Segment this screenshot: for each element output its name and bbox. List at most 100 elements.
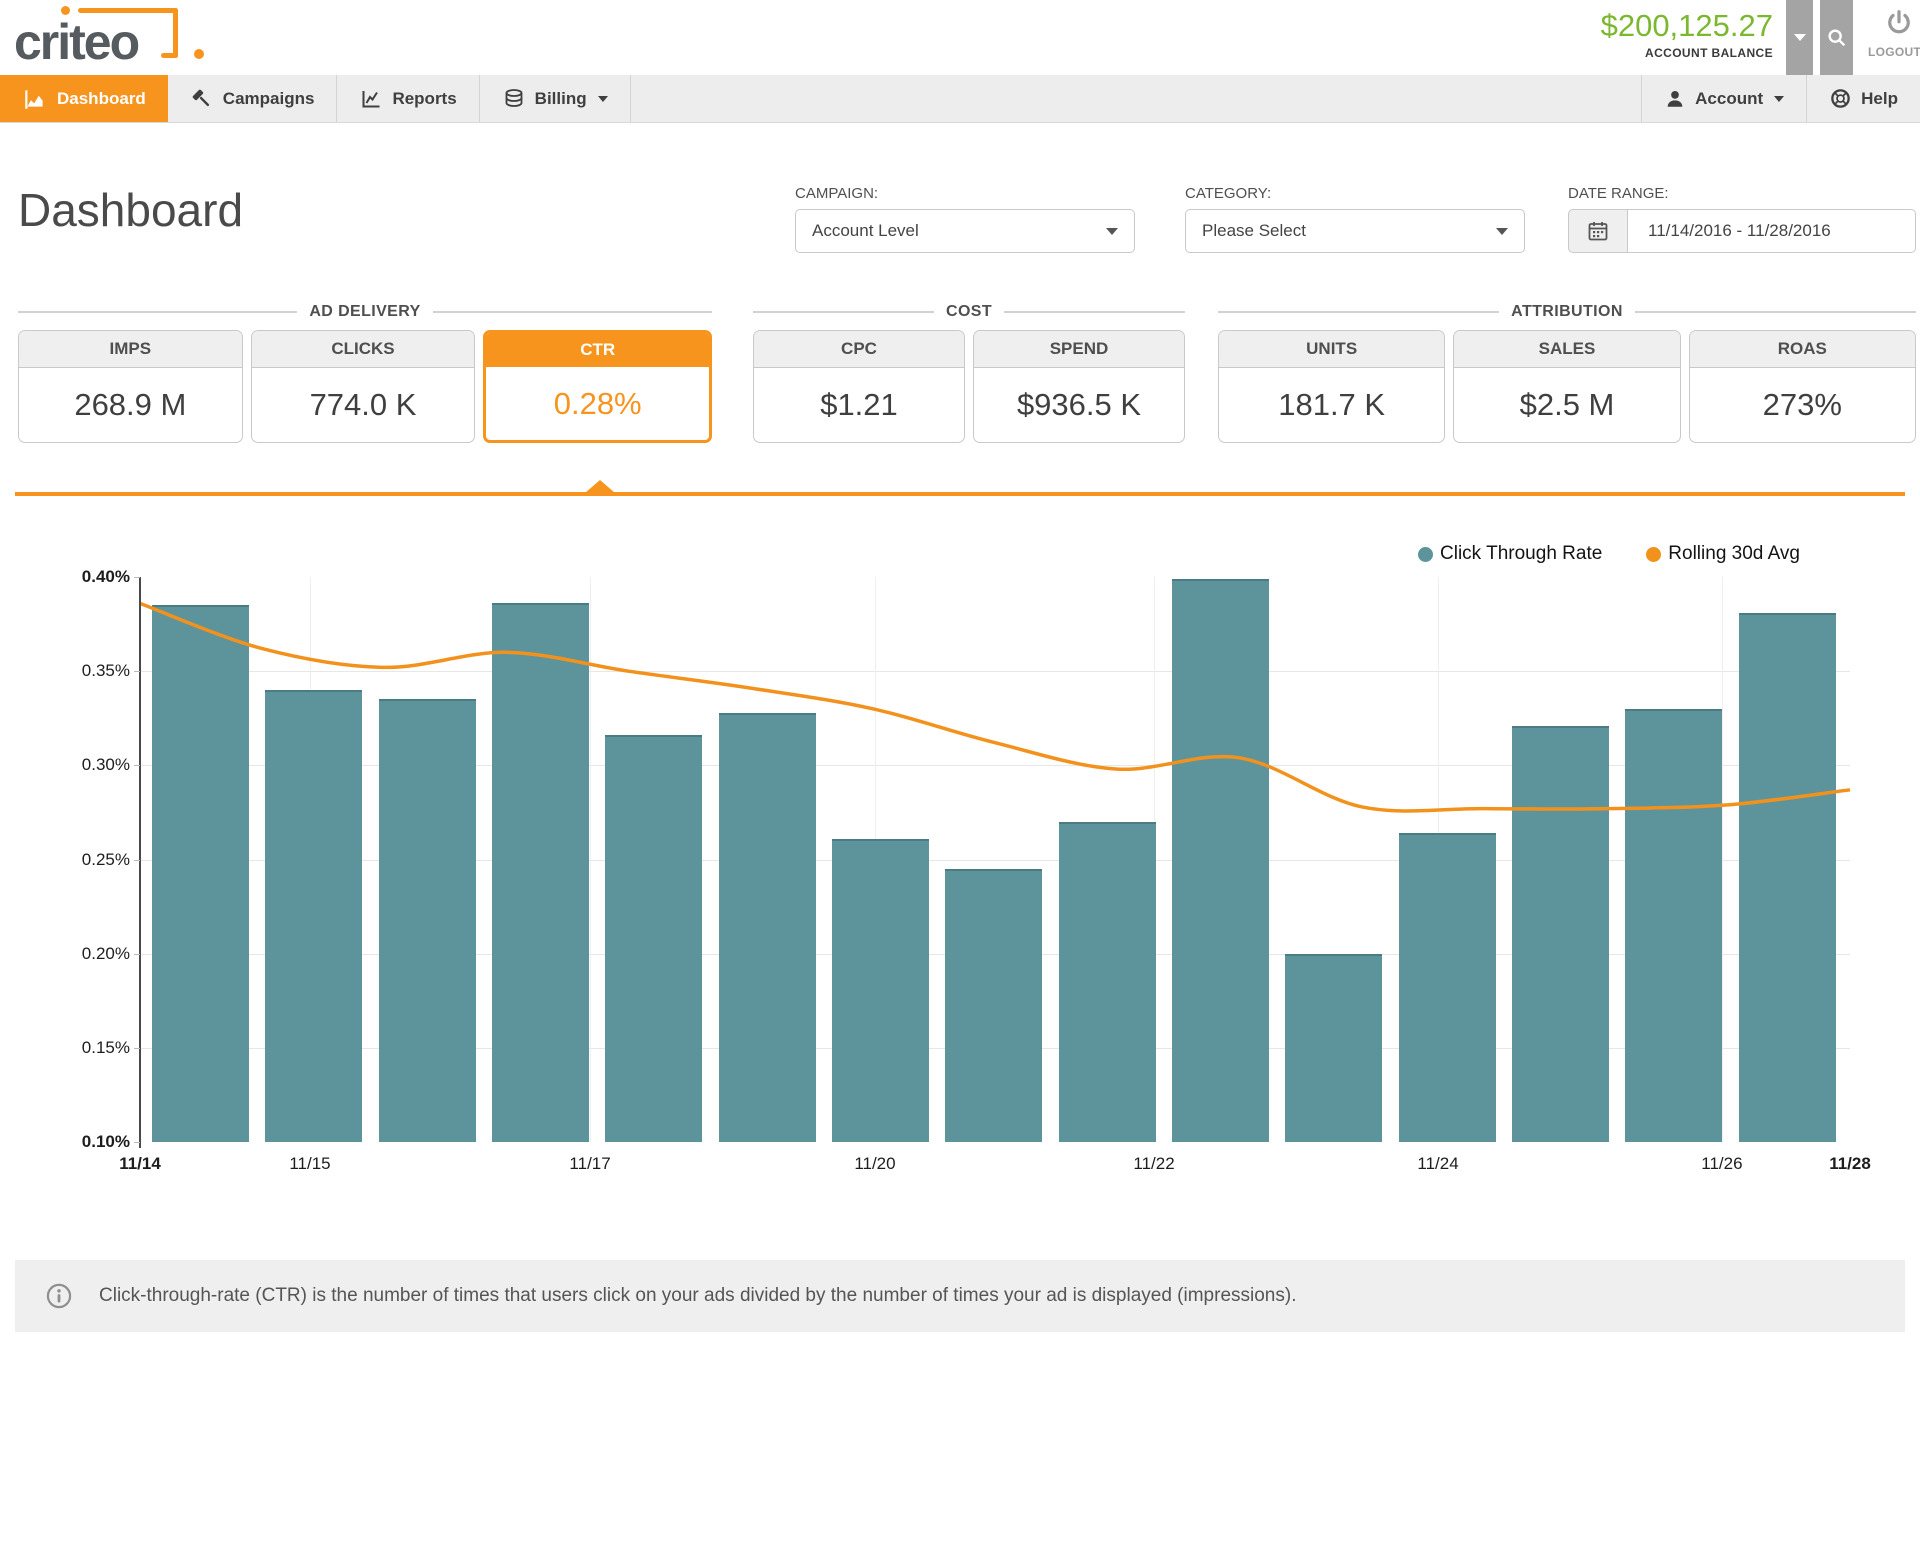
account-balance-label: ACCOUNT BALANCE (1645, 46, 1773, 60)
gavel-icon (192, 89, 209, 106)
x-axis-label: 11/20 (854, 1154, 896, 1173)
campaign-select-value: Account Level (812, 221, 919, 240)
nav-label-help: Help (1861, 88, 1898, 108)
ctr-bar-11/15[interactable] (265, 690, 363, 1142)
nav-item-reports[interactable]: Reports (337, 75, 478, 122)
date-range-filter: DATE RANGE: 11/14/2016 - 11/28/2016 (1568, 185, 1916, 253)
date-range-input[interactable]: 11/14/2016 - 11/28/2016 (1628, 209, 1916, 253)
logout-button[interactable]: LOGOUT (1862, 8, 1920, 59)
metric-card-imps-label: IMPS (19, 331, 242, 368)
rolling-avg-line-layer (139, 601, 1851, 813)
search-button[interactable] (1820, 0, 1853, 75)
category-select-value: Please Select (1202, 221, 1306, 240)
y-axis-label: 0.25% (81, 849, 130, 869)
metric-card-sales[interactable]: SALES $2.5 M (1453, 330, 1681, 443)
chevron-down-icon (1106, 227, 1118, 241)
nav-item-campaigns[interactable]: Campaigns (168, 75, 337, 122)
horizontal-gridline (140, 671, 1850, 673)
line-chart-icon (362, 90, 380, 107)
metric-card-sales-value: $2.5 M (1519, 387, 1615, 422)
ctr-chart-panel: Click Through Rate Rolling 30d Avg 0.40%… (15, 480, 1905, 1260)
selected-card-pointer (585, 480, 615, 493)
balance-dropdown-button[interactable] (1786, 0, 1813, 75)
logout-label: LOGOUT (1868, 45, 1920, 59)
chart-legend: Click Through Rate Rolling 30d Avg (1418, 543, 1800, 565)
nav-label-billing: Billing (534, 88, 587, 108)
panel-accent-line (15, 492, 1905, 496)
nav-item-help[interactable]: Help (1807, 75, 1920, 122)
legend-rolling-30d-avg[interactable]: Rolling 30d Avg (1646, 543, 1800, 565)
metric-card-ctr-selected[interactable]: CTR 0.28% (483, 330, 713, 443)
area-chart-icon (25, 89, 43, 109)
x-axis-label: 11/24 (1417, 1154, 1459, 1173)
y-axis-label: 0.30% (81, 755, 130, 775)
legend-label: Click Through Rate (1440, 543, 1603, 564)
campaign-filter-label: CAMPAIGN: (795, 185, 879, 202)
y-axis-line (139, 577, 141, 1148)
calendar-button[interactable] (1568, 209, 1628, 253)
campaign-select[interactable]: Account Level (795, 209, 1135, 253)
ctr-bar-11/26[interactable] (1512, 725, 1610, 1142)
account-balance-block: $200,125.27 ACCOUNT BALANCE (1601, 9, 1773, 61)
ctr-definition-text: Click-through-rate (CTR) is the number o… (99, 1285, 1297, 1306)
ctr-definition-note: Click-through-rate (CTR) is the number o… (15, 1260, 1905, 1332)
y-axis-tick (134, 953, 140, 955)
plot-area: 0.40% 0.35% 0.30% 0.25% 0.20% 0.15% 0.10% 11/14… (82, 567, 1871, 1173)
search-icon (1827, 28, 1845, 46)
metric-card-imps[interactable]: IMPS 268.9 M (18, 330, 243, 443)
y-axis-tick (134, 765, 140, 767)
metric-card-cpc-label: CPC (754, 331, 964, 368)
ctr-bar-11/23[interactable] (1172, 578, 1270, 1142)
campaign-filter: CAMPAIGN: Account Level (795, 185, 1135, 253)
metric-card-roas[interactable]: ROAS 273% (1688, 330, 1916, 443)
category-select[interactable]: Please Select (1185, 209, 1525, 253)
metric-card-units[interactable]: UNITS 181.7 K (1218, 330, 1446, 443)
y-axis-tick (134, 671, 140, 673)
metric-card-clicks-label: CLICKS (251, 331, 475, 368)
y-axis-label: 0.10% (81, 1132, 130, 1151)
ctr-bar-11/16[interactable] (378, 699, 476, 1142)
ctr-bar-11/27[interactable] (1625, 708, 1723, 1142)
nav-item-dashboard[interactable]: Dashboard (0, 75, 168, 122)
ctr-bar-11/18[interactable] (605, 735, 703, 1142)
power-icon (1888, 10, 1910, 34)
horizontal-gridline (140, 765, 1850, 767)
group-header: AD DELIVERY (18, 303, 713, 321)
legend-click-through-rate[interactable]: Click Through Rate (1418, 543, 1602, 565)
ctr-bar-11/20[interactable] (832, 838, 930, 1142)
user-icon (1667, 90, 1683, 107)
ctr-bar-11/25[interactable] (1398, 833, 1496, 1142)
nav-divider (336, 75, 338, 122)
calendar-icon (1588, 222, 1608, 241)
y-axis-tick (134, 577, 140, 578)
nav-item-billing[interactable]: Billing (480, 75, 630, 122)
metric-card-ctr-value: 0.28% (553, 386, 642, 421)
ctr-bar-11/17[interactable] (492, 603, 590, 1142)
rolling-avg-line (139, 601, 1851, 813)
ctr-bar-11/28[interactable] (1738, 612, 1836, 1142)
nav-item-account[interactable]: Account (1642, 75, 1806, 122)
criteo-logo[interactable]: criteo (14, 5, 244, 70)
ctr-bar-11/14[interactable] (152, 605, 249, 1142)
logo-bracket-side (173, 8, 178, 58)
page-header: Dashboard CAMPAIGN: Account Level CATEGO… (0, 123, 1920, 297)
ctr-bar-11/24[interactable] (1285, 953, 1383, 1142)
top-bar: criteo $200,125.27 ACCOUNT BALANCE L (0, 0, 1920, 75)
metric-card-imps-value: 268.9 M (74, 387, 187, 422)
metric-card-clicks[interactable]: CLICKS 774.0 K (250, 330, 476, 443)
ctr-bar-11/22[interactable] (1058, 821, 1156, 1142)
category-filter: CATEGORY: Please Select (1185, 185, 1525, 253)
metric-group-cost: COST CPC $1.21 SPEND $936.5 K (753, 303, 1186, 443)
metric-card-spend[interactable]: SPEND $936.5 K (973, 330, 1185, 443)
ctr-bar-11/19[interactable] (718, 712, 816, 1142)
nav-label-campaigns: Campaigns (222, 88, 315, 108)
metric-card-cpc[interactable]: CPC $1.21 (753, 330, 965, 443)
group-title-attribution: ATTRIBUTION (1511, 303, 1623, 320)
nav-divider (1641, 75, 1643, 122)
y-axis-label: 0.40% (81, 567, 130, 586)
ctr-bar-11/21[interactable] (945, 868, 1043, 1142)
metric-group-ad-delivery: AD DELIVERY IMPS 268.9 M CLICKS 774.0 K … (18, 303, 713, 443)
bars-layer (140, 577, 1850, 1142)
nav-divider (1806, 75, 1808, 122)
